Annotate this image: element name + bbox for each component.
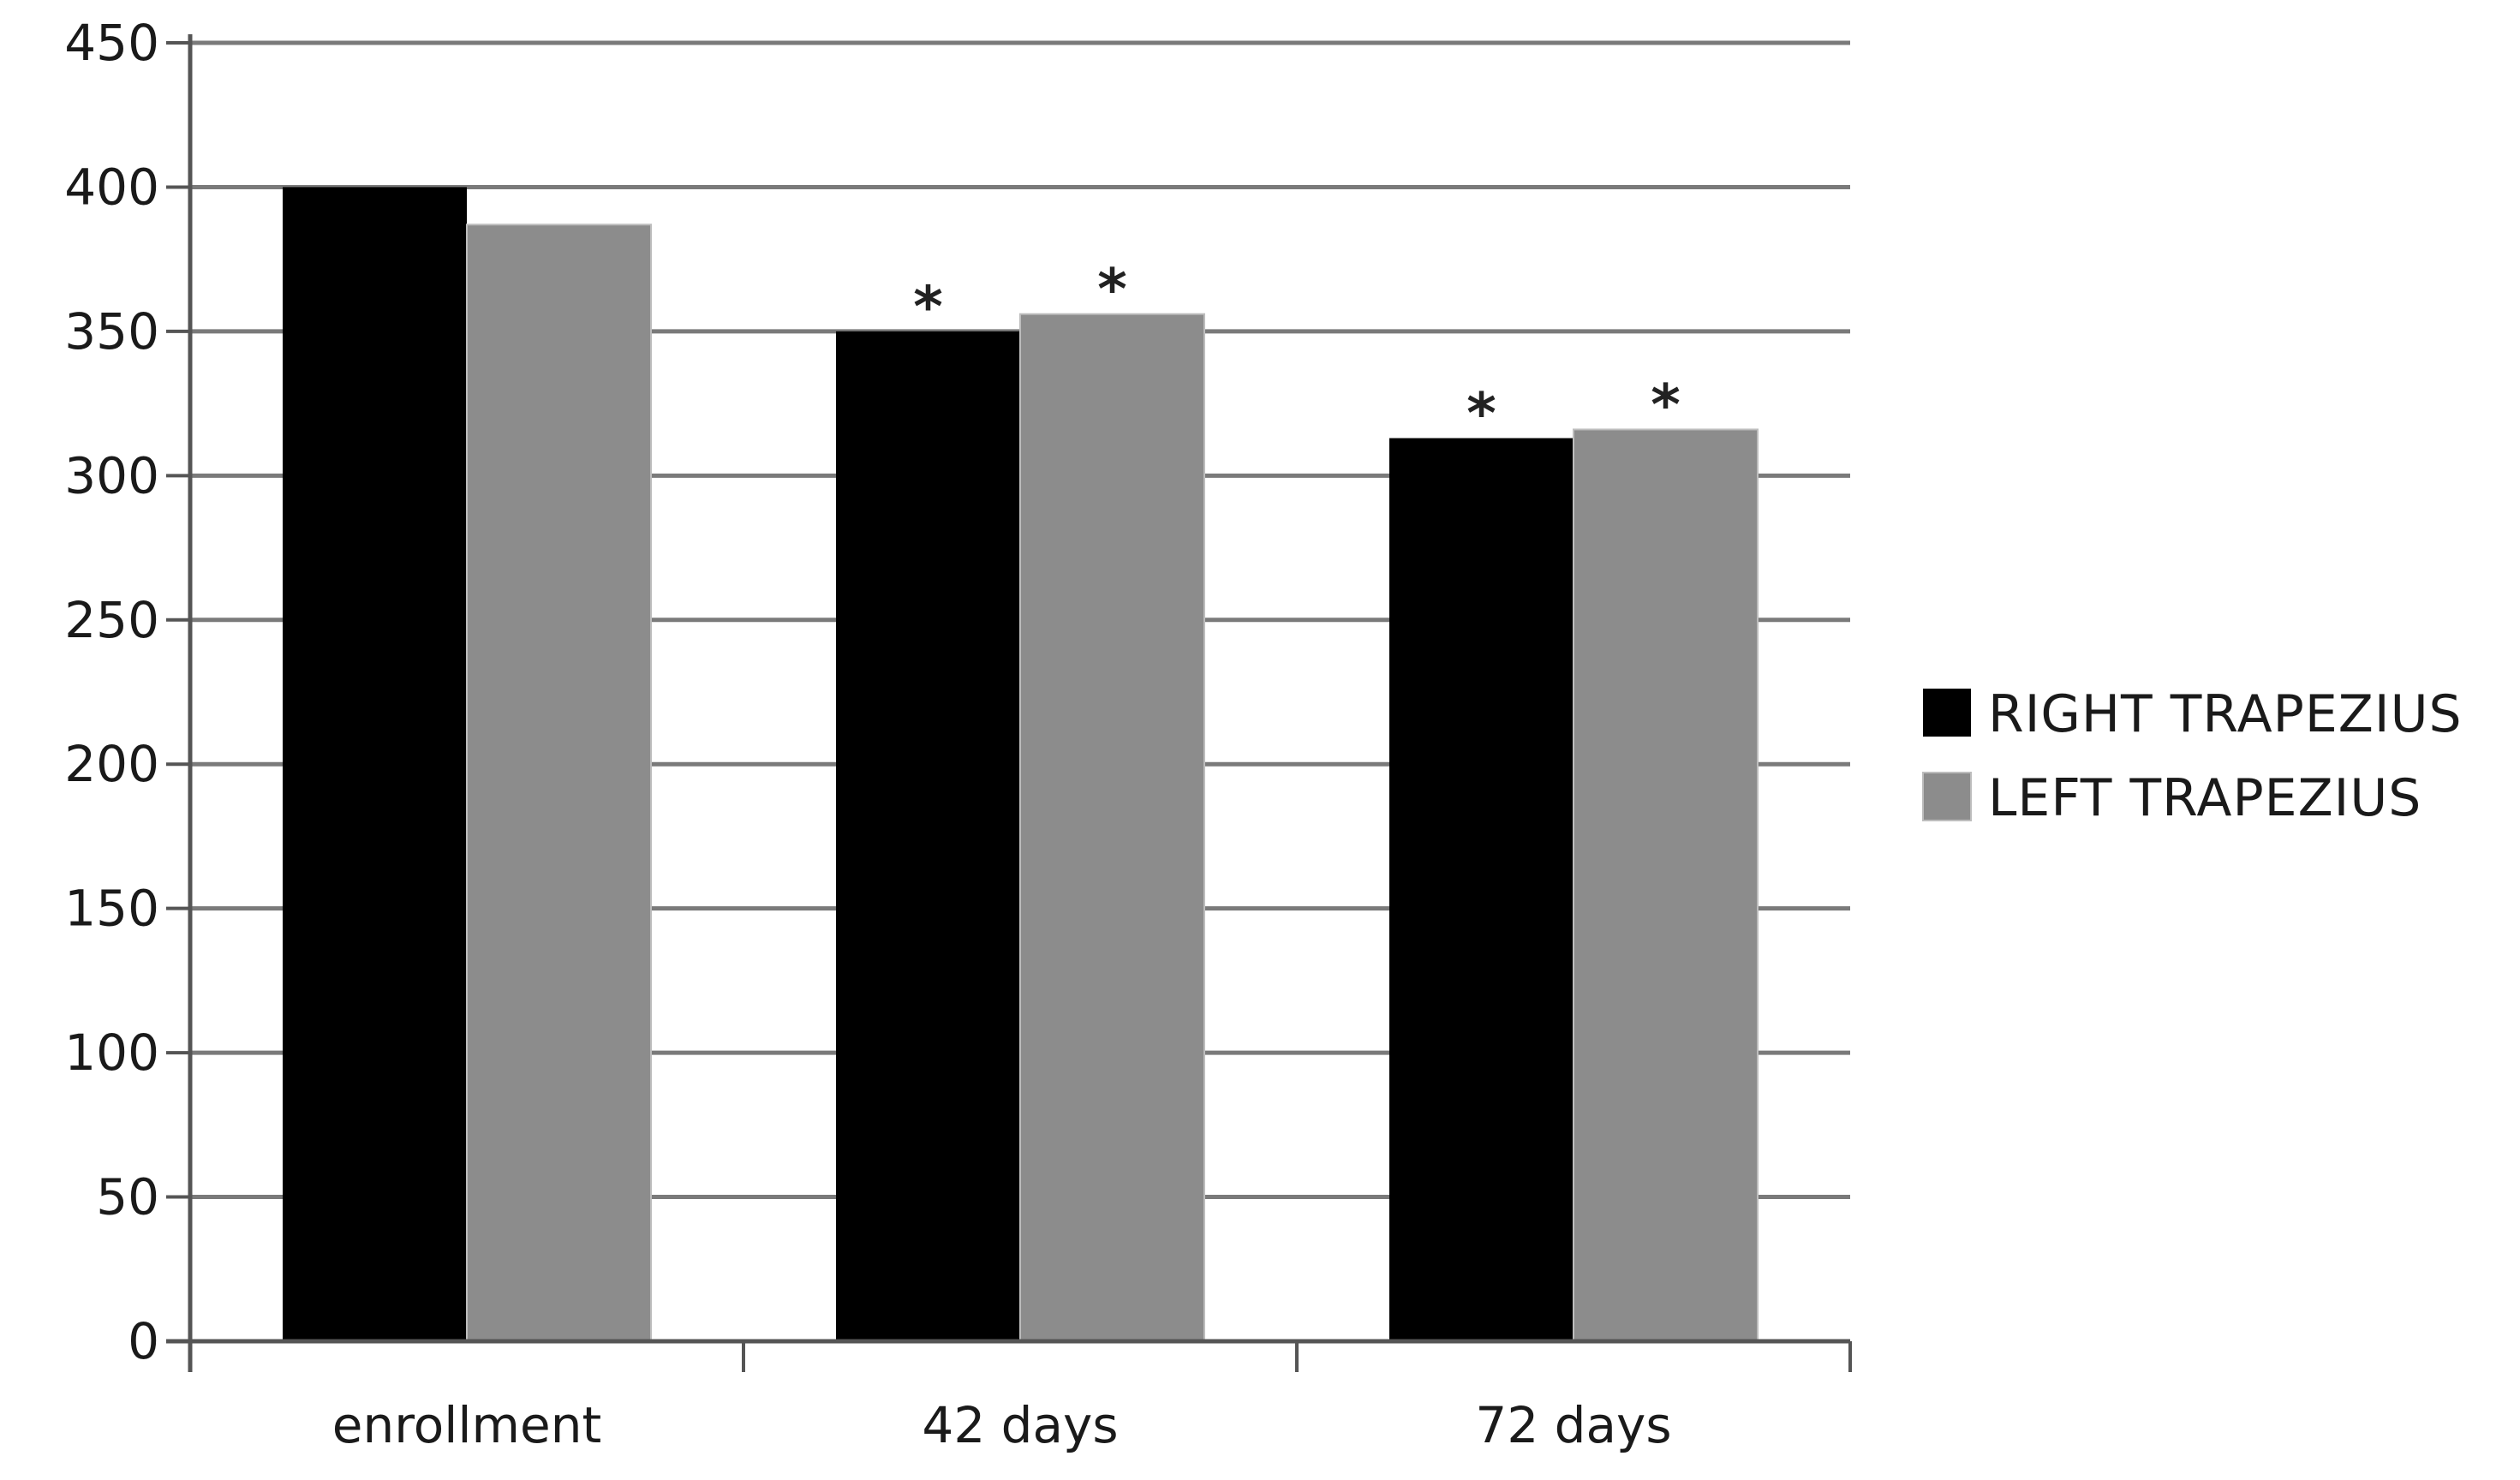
significance-asterisk: *	[1097, 257, 1127, 323]
bar-right-trapezius-enrollment	[283, 187, 467, 1341]
y-tick-label: 350	[64, 302, 159, 361]
bar-left-trapezius-42-days	[1019, 313, 1205, 1343]
x-tick-label: enrollment	[332, 1396, 601, 1454]
x-axis-ticks: enrollment 42 days 72 days	[188, 1341, 1852, 1454]
y-tick-label: 250	[64, 591, 159, 649]
bars	[283, 187, 1759, 1343]
y-tick-label: 0	[128, 1312, 159, 1370]
y-tick-label: 50	[96, 1168, 159, 1226]
significance-asterisk: *	[1466, 381, 1496, 447]
legend: RIGHT TRAPEZIUS LEFT TRAPEZIUS	[1922, 684, 2463, 828]
legend-label: RIGHT TRAPEZIUS	[1988, 684, 2463, 744]
significance-asterisk: *	[913, 274, 943, 340]
bar-right-trapezius-42-days	[836, 331, 1020, 1341]
y-tick-label: 200	[64, 735, 159, 793]
bar-left-trapezius-72-days	[1573, 428, 1759, 1342]
legend-label: LEFT TRAPEZIUS	[1988, 768, 2421, 828]
bar-left-trapezius-enrollment	[466, 224, 652, 1342]
y-tick-label: 400	[64, 158, 159, 216]
significance-asterisk: *	[1651, 372, 1681, 438]
axes	[166, 34, 1850, 1372]
bar-right-trapezius-72-days	[1389, 438, 1574, 1341]
y-tick-label: 300	[64, 446, 159, 504]
x-tick-label: 42 days	[922, 1396, 1118, 1454]
legend-swatch	[1922, 772, 1972, 821]
legend-swatch	[1923, 689, 1971, 737]
x-tick-label: 72 days	[1475, 1396, 1671, 1454]
y-tick-label: 100	[64, 1023, 159, 1082]
y-tick-label: 150	[64, 880, 159, 938]
y-tick-label: 450	[64, 14, 159, 72]
significance-markers: * * * *	[913, 257, 1681, 447]
y-axis-ticks: 0 50 100 150 200 250 300 350 400 450	[64, 14, 190, 1370]
